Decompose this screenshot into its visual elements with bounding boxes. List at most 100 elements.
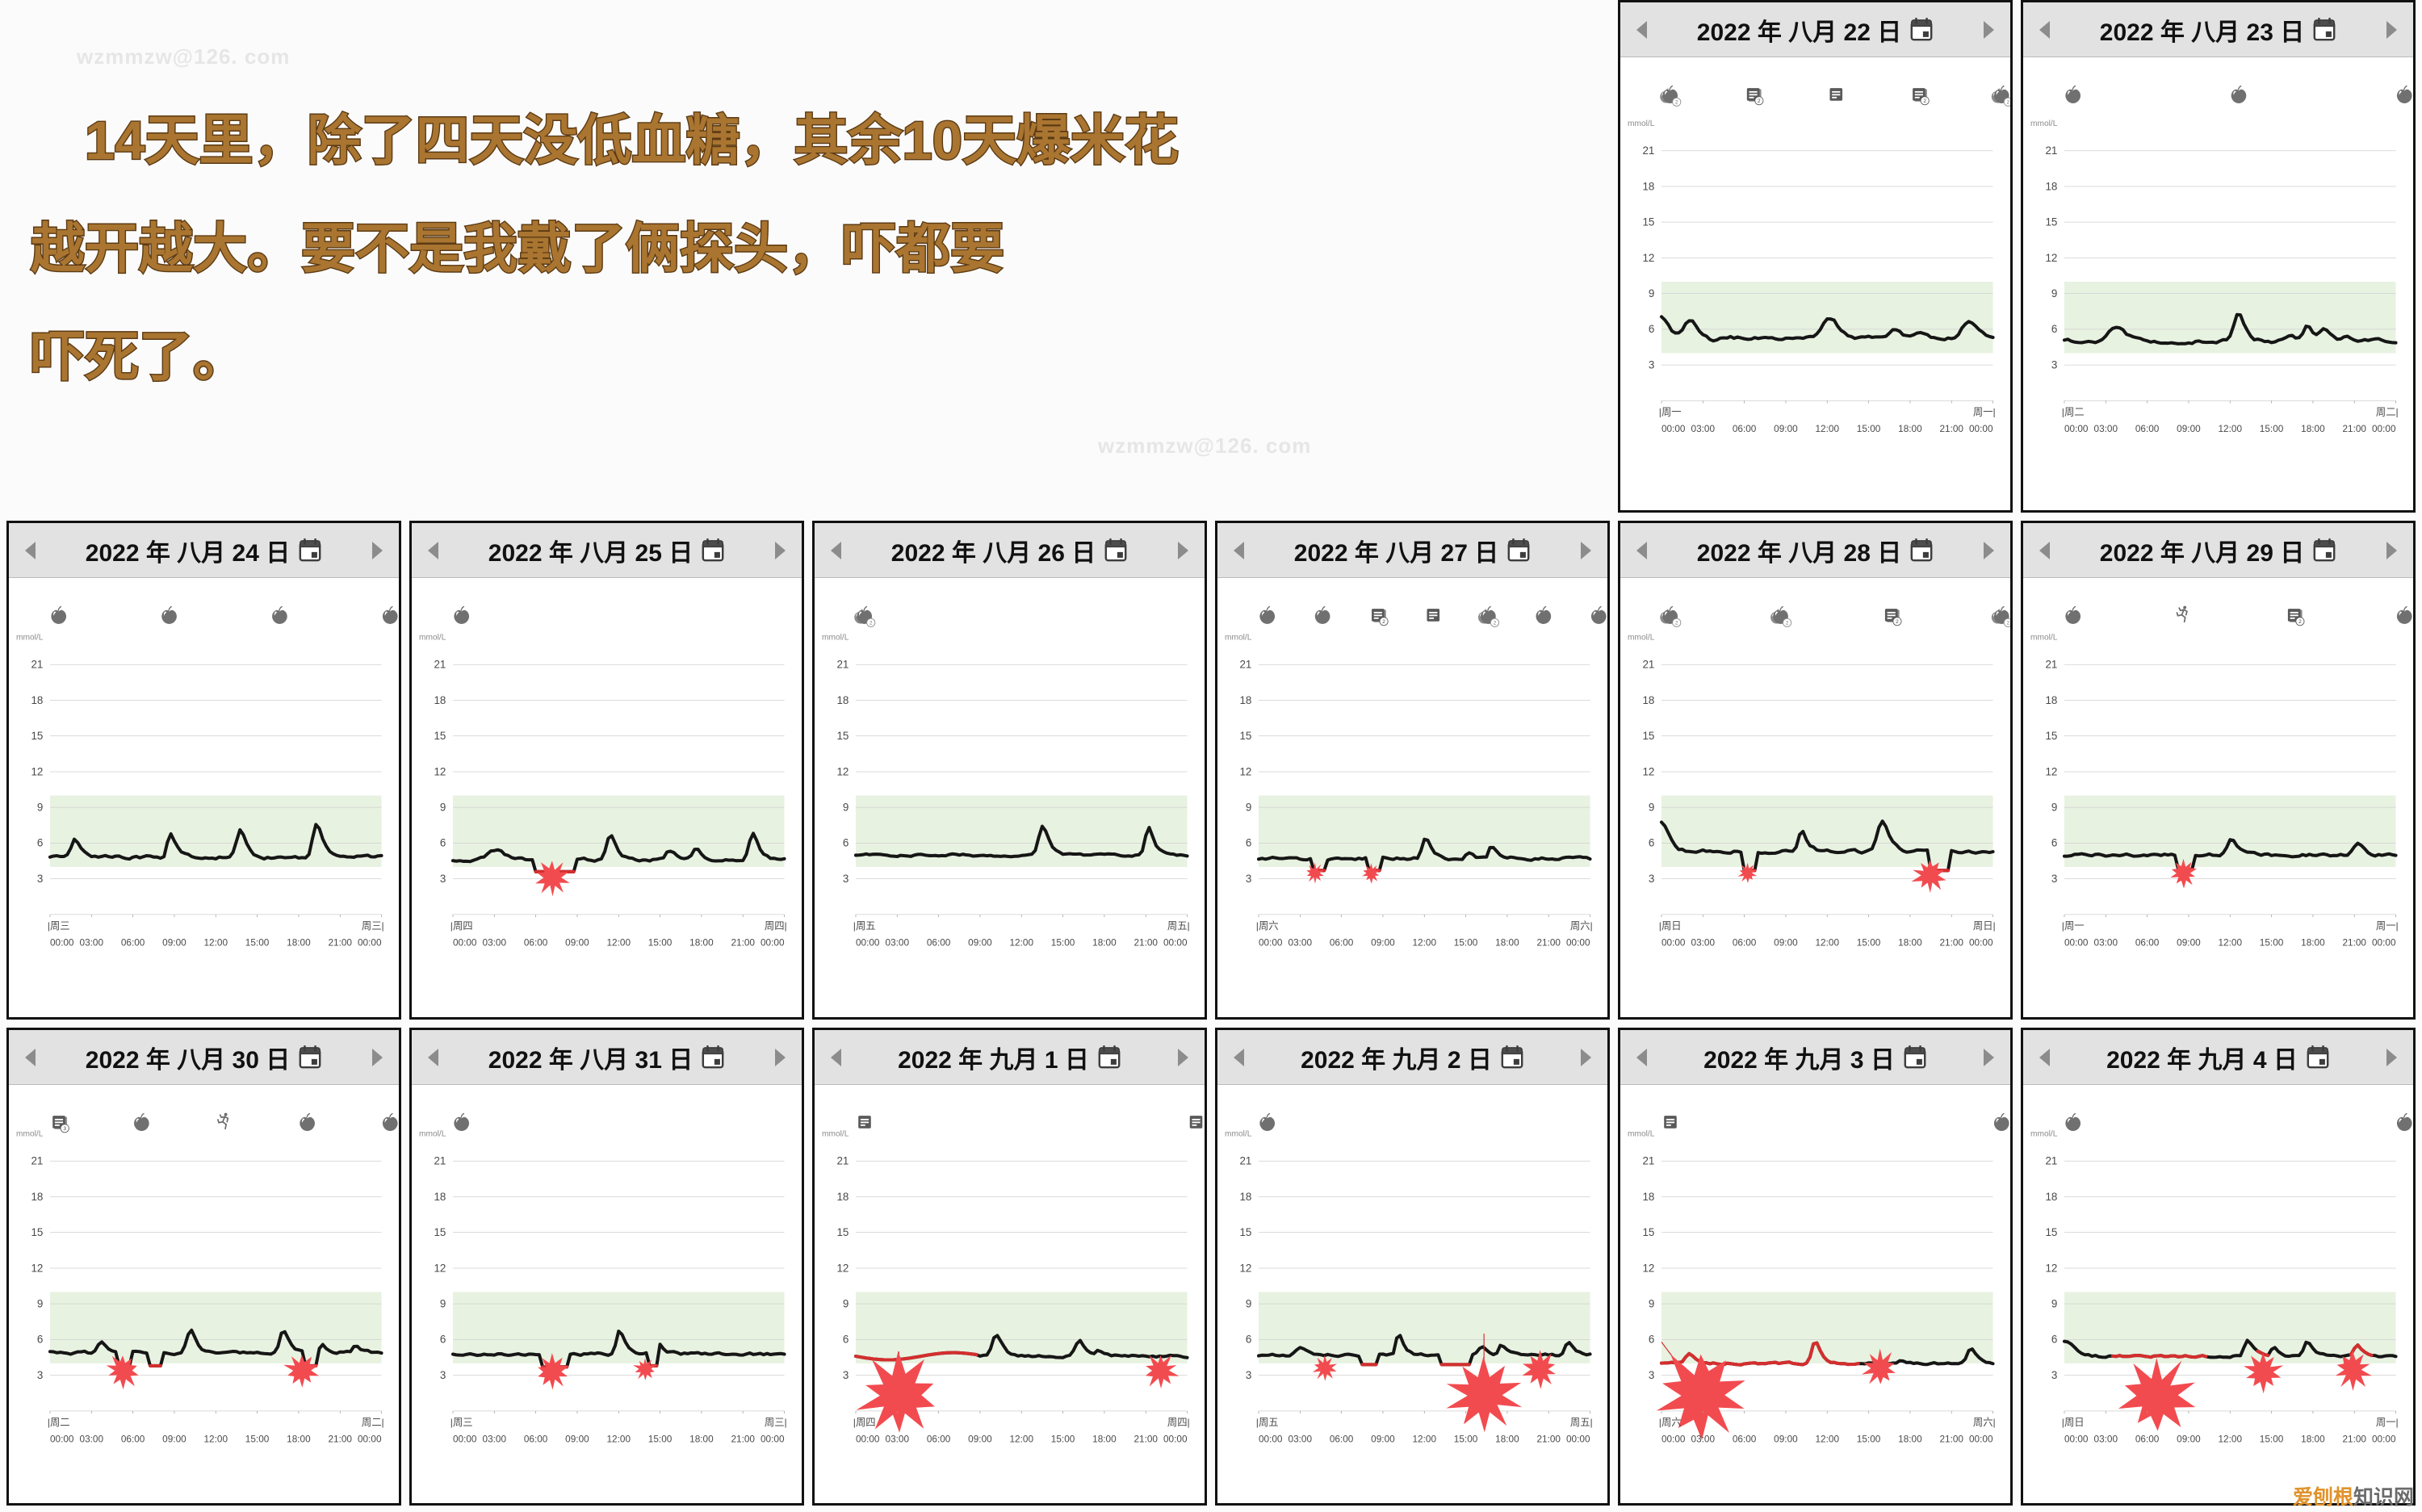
svg-text:03:00: 03:00 bbox=[2094, 1434, 2118, 1445]
svg-text:|周六: |周六 bbox=[1256, 920, 1279, 932]
svg-text:03:00: 03:00 bbox=[2094, 937, 2118, 949]
svg-text:09:00: 09:00 bbox=[2177, 423, 2201, 434]
svg-text:|周六: |周六 bbox=[1659, 1417, 1682, 1428]
svg-text:06:00: 06:00 bbox=[2135, 937, 2160, 949]
svg-text:06:00: 06:00 bbox=[1330, 1434, 1354, 1445]
svg-text:周一|: 周一| bbox=[2376, 920, 2399, 932]
svg-text:18:00: 18:00 bbox=[1092, 937, 1117, 949]
svg-text:12:00: 12:00 bbox=[1412, 1434, 1436, 1445]
svg-text:15:00: 15:00 bbox=[2260, 423, 2284, 434]
svg-text:18:00: 18:00 bbox=[2301, 1434, 2325, 1445]
svg-text:|周三: |周三 bbox=[450, 1417, 473, 1428]
svg-text:09:00: 09:00 bbox=[1774, 423, 1798, 434]
svg-text:|周五: |周五 bbox=[1256, 1417, 1279, 1428]
svg-text:00:00: 00:00 bbox=[1661, 1434, 1686, 1445]
svg-text:06:00: 06:00 bbox=[2135, 1434, 2160, 1445]
svg-text:09:00: 09:00 bbox=[565, 937, 589, 949]
svg-text:12:00: 12:00 bbox=[1815, 423, 1839, 434]
svg-text:00:00: 00:00 bbox=[2064, 937, 2089, 949]
svg-text:09:00: 09:00 bbox=[565, 1434, 589, 1445]
svg-text:21:00: 21:00 bbox=[328, 937, 352, 949]
svg-text:15:00: 15:00 bbox=[1454, 937, 1478, 949]
svg-text:00:00: 00:00 bbox=[358, 1434, 382, 1445]
svg-text:12:00: 12:00 bbox=[203, 1434, 228, 1445]
svg-text:15:00: 15:00 bbox=[2260, 1434, 2284, 1445]
svg-text:15:00: 15:00 bbox=[648, 1434, 673, 1445]
svg-text:12:00: 12:00 bbox=[1009, 1434, 1033, 1445]
svg-text:|周二: |周二 bbox=[48, 1417, 70, 1428]
svg-text:06:00: 06:00 bbox=[1330, 937, 1354, 949]
svg-text:|周四: |周四 bbox=[853, 1417, 876, 1428]
svg-text:15:00: 15:00 bbox=[1051, 937, 1075, 949]
svg-text:12:00: 12:00 bbox=[2218, 1434, 2242, 1445]
svg-text:00:00: 00:00 bbox=[1969, 937, 1993, 949]
svg-text:21:00: 21:00 bbox=[731, 937, 755, 949]
svg-text:|周二: |周二 bbox=[2062, 407, 2085, 418]
svg-text:周五|: 周五| bbox=[1570, 1417, 1593, 1428]
svg-text:03:00: 03:00 bbox=[1289, 1434, 1313, 1445]
svg-text:03:00: 03:00 bbox=[80, 1434, 104, 1445]
svg-text:21:00: 21:00 bbox=[2342, 937, 2366, 949]
svg-text:18:00: 18:00 bbox=[1495, 937, 1519, 949]
svg-text:00:00: 00:00 bbox=[453, 1434, 477, 1445]
svg-text:周一|: 周一| bbox=[1973, 407, 1996, 418]
svg-text:09:00: 09:00 bbox=[162, 1434, 186, 1445]
svg-text:周四|: 周四| bbox=[1167, 1417, 1190, 1428]
svg-text:周四|: 周四| bbox=[765, 920, 787, 932]
svg-text:|周一: |周一 bbox=[1659, 407, 1682, 418]
svg-text:06:00: 06:00 bbox=[2135, 423, 2160, 434]
svg-text:12:00: 12:00 bbox=[2218, 423, 2242, 434]
svg-text:|周四: |周四 bbox=[450, 920, 473, 932]
svg-text:12:00: 12:00 bbox=[2218, 937, 2242, 949]
svg-text:21:00: 21:00 bbox=[2342, 1434, 2366, 1445]
svg-text:周六|: 周六| bbox=[1973, 1417, 1996, 1428]
svg-text:21:00: 21:00 bbox=[731, 1434, 755, 1445]
svg-text:15:00: 15:00 bbox=[1454, 1434, 1478, 1445]
svg-text:00:00: 00:00 bbox=[761, 937, 785, 949]
svg-text:06:00: 06:00 bbox=[524, 1434, 548, 1445]
svg-text:00:00: 00:00 bbox=[1163, 1434, 1188, 1445]
svg-text:15:00: 15:00 bbox=[1051, 1434, 1075, 1445]
svg-text:00:00: 00:00 bbox=[2372, 1434, 2396, 1445]
svg-text:09:00: 09:00 bbox=[1774, 937, 1798, 949]
svg-text:21:00: 21:00 bbox=[1536, 937, 1561, 949]
svg-text:12:00: 12:00 bbox=[1815, 1434, 1839, 1445]
svg-text:18:00: 18:00 bbox=[1898, 1434, 1922, 1445]
svg-text:06:00: 06:00 bbox=[121, 1434, 145, 1445]
svg-text:12:00: 12:00 bbox=[203, 937, 228, 949]
svg-text:03:00: 03:00 bbox=[1691, 423, 1716, 434]
svg-text:21:00: 21:00 bbox=[1939, 937, 1963, 949]
svg-text:15:00: 15:00 bbox=[245, 1434, 270, 1445]
svg-text:21:00: 21:00 bbox=[2342, 423, 2366, 434]
svg-text:09:00: 09:00 bbox=[1371, 1434, 1395, 1445]
svg-text:03:00: 03:00 bbox=[1691, 937, 1716, 949]
svg-text:18:00: 18:00 bbox=[1898, 423, 1922, 434]
svg-text:00:00: 00:00 bbox=[1969, 423, 1993, 434]
svg-text:15:00: 15:00 bbox=[648, 937, 673, 949]
svg-text:00:00: 00:00 bbox=[50, 1434, 74, 1445]
svg-text:12:00: 12:00 bbox=[1009, 937, 1033, 949]
svg-text:|周三: |周三 bbox=[48, 920, 70, 932]
svg-text:18:00: 18:00 bbox=[689, 1434, 714, 1445]
svg-text:00:00: 00:00 bbox=[856, 937, 880, 949]
svg-text:00:00: 00:00 bbox=[2064, 423, 2089, 434]
svg-text:00:00: 00:00 bbox=[1661, 937, 1686, 949]
svg-text:00:00: 00:00 bbox=[1566, 1434, 1590, 1445]
svg-text:18:00: 18:00 bbox=[1092, 1434, 1117, 1445]
svg-text:12:00: 12:00 bbox=[606, 1434, 631, 1445]
svg-text:21:00: 21:00 bbox=[1133, 1434, 1158, 1445]
svg-text:00:00: 00:00 bbox=[761, 1434, 785, 1445]
svg-text:03:00: 03:00 bbox=[1691, 1434, 1716, 1445]
svg-text:06:00: 06:00 bbox=[1733, 1434, 1757, 1445]
svg-text:00:00: 00:00 bbox=[2372, 423, 2396, 434]
svg-text:21:00: 21:00 bbox=[1939, 1434, 1963, 1445]
svg-text:09:00: 09:00 bbox=[1774, 1434, 1798, 1445]
svg-text:18:00: 18:00 bbox=[287, 1434, 311, 1445]
svg-text:00:00: 00:00 bbox=[453, 937, 477, 949]
svg-text:06:00: 06:00 bbox=[1733, 423, 1757, 434]
svg-text:03:00: 03:00 bbox=[483, 937, 507, 949]
svg-text:12:00: 12:00 bbox=[1815, 937, 1839, 949]
svg-text:18:00: 18:00 bbox=[689, 937, 714, 949]
svg-text:18:00: 18:00 bbox=[1898, 937, 1922, 949]
svg-text:周日|: 周日| bbox=[1973, 920, 1996, 932]
